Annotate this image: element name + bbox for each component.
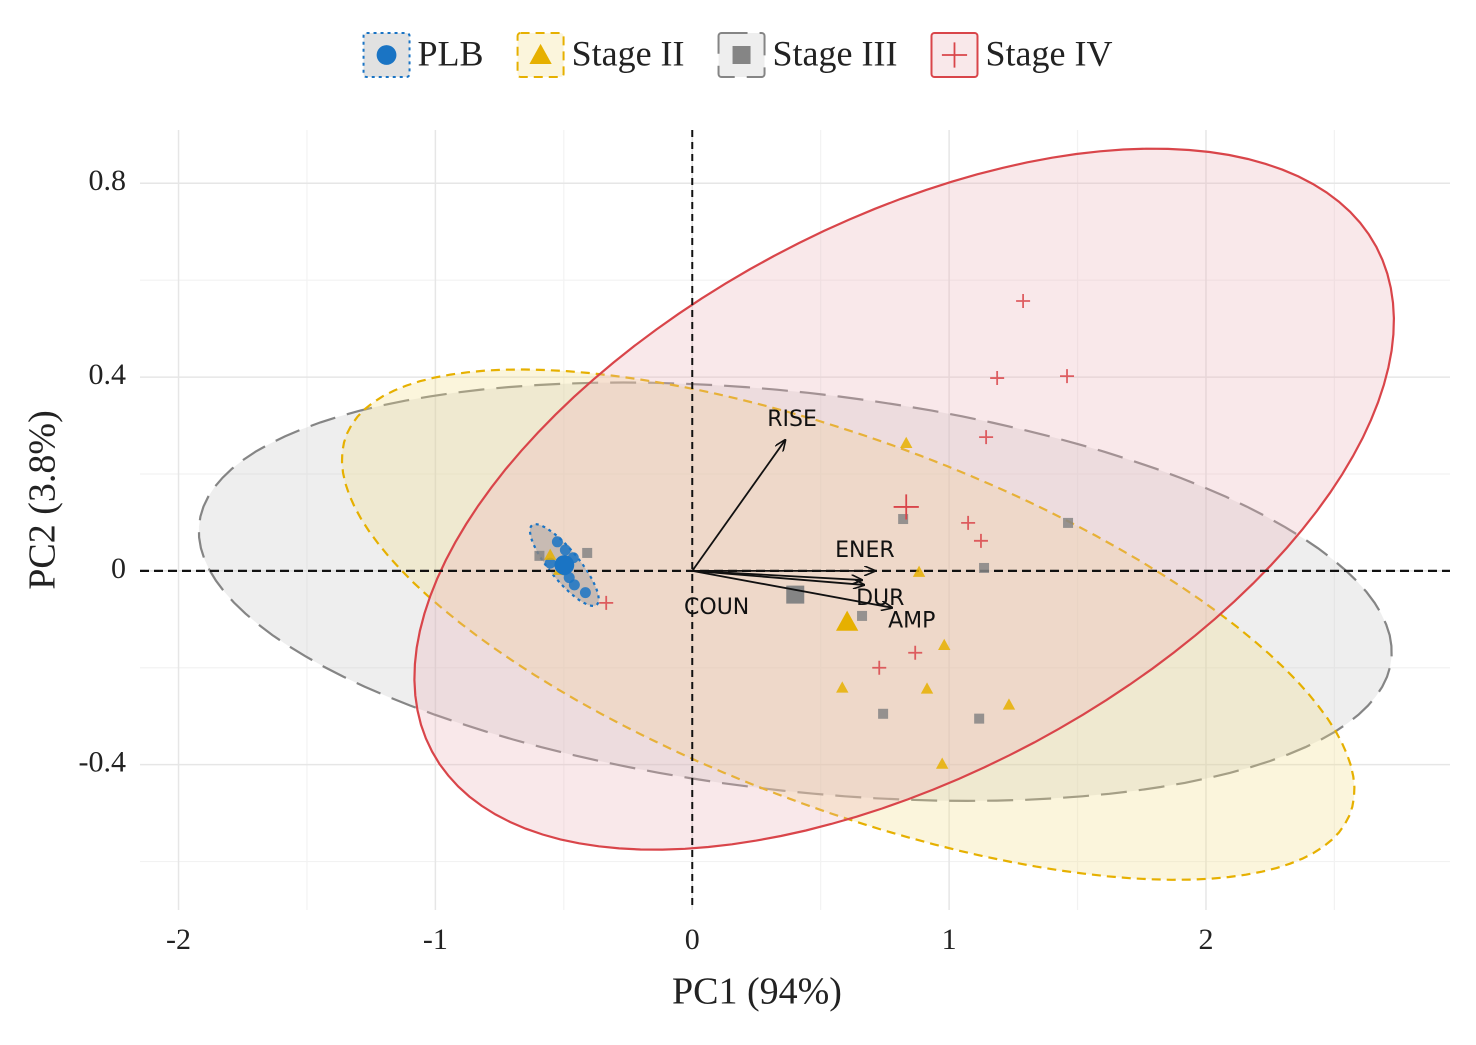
x-tick-label: 1 <box>942 923 957 956</box>
point <box>1063 517 1074 528</box>
legend-marker <box>732 46 751 64</box>
legend-label: PLB <box>418 33 484 73</box>
x-tick-label: -2 <box>166 923 191 956</box>
loading-arrow <box>692 569 892 608</box>
legend-label: Stage II <box>572 33 685 73</box>
point <box>579 587 591 599</box>
point <box>568 579 580 591</box>
loading-label: DUR <box>856 586 904 611</box>
legend-item: Stage IV <box>930 32 1112 78</box>
point <box>935 757 949 769</box>
point <box>534 550 545 561</box>
point <box>551 536 563 548</box>
point <box>878 708 889 719</box>
legend-marker <box>941 42 968 68</box>
legend-item: Stage III <box>717 32 898 78</box>
centroid <box>554 555 575 575</box>
point <box>1002 698 1016 710</box>
point <box>599 595 614 610</box>
loading-label: COUN <box>684 595 749 620</box>
y-tick-label: 0.4 <box>89 358 127 391</box>
point <box>974 713 985 724</box>
legend-marker <box>376 45 397 65</box>
loading-label: AMP <box>888 609 935 634</box>
y-tick-label: 0.8 <box>89 164 127 197</box>
zero-layer <box>140 130 1450 910</box>
x-tick-label: -1 <box>423 923 448 956</box>
y-tick-label: -0.4 <box>79 746 127 779</box>
point <box>973 533 988 548</box>
point <box>900 436 913 448</box>
y-tick-label: 0 <box>111 552 126 585</box>
point <box>912 565 926 577</box>
point <box>1016 294 1031 309</box>
centroid <box>835 610 859 631</box>
confidence-ellipse <box>413 147 1396 851</box>
point <box>979 430 994 445</box>
y-axis-title: PC2 (3.8%) <box>22 410 64 589</box>
point <box>1060 369 1075 384</box>
point <box>979 562 990 573</box>
loading-label: ENER <box>835 538 895 563</box>
legend-item: PLB <box>362 32 484 78</box>
point <box>544 548 557 560</box>
grid-layer <box>140 130 1450 910</box>
loading-label: RISE <box>767 407 817 432</box>
legend-label: Stage III <box>773 33 898 73</box>
point-layer <box>534 294 1075 769</box>
legend-label: Stage IV <box>985 33 1112 73</box>
point <box>836 681 849 693</box>
centroid <box>893 494 919 520</box>
point <box>961 515 976 530</box>
point <box>544 557 556 569</box>
point <box>559 544 571 556</box>
x-axis-title: PC1 (94%) <box>672 971 842 1013</box>
point <box>908 645 923 660</box>
legend-marker <box>529 43 552 64</box>
point <box>990 371 1005 386</box>
legend-item: Stage II <box>516 32 685 78</box>
ellipse-layer <box>197 147 1396 881</box>
point <box>582 547 593 558</box>
point <box>872 660 887 675</box>
loading-arrow <box>691 440 785 572</box>
point <box>898 514 909 525</box>
legend: PLB Stage II Stage III Stage IV <box>362 32 1112 78</box>
loading-arrow <box>692 569 862 580</box>
x-tick-label: 2 <box>1198 923 1213 956</box>
point <box>920 682 934 694</box>
x-tick-label: 0 <box>685 923 700 956</box>
point <box>938 638 951 650</box>
point <box>857 610 868 621</box>
